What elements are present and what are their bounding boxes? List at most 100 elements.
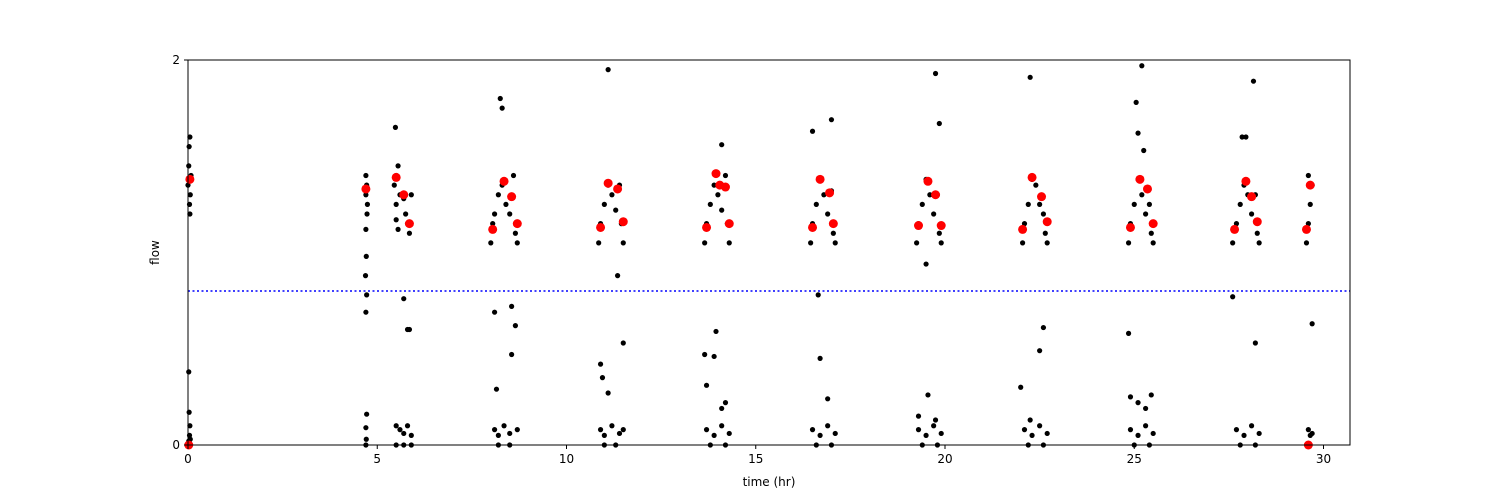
median-point-19	[808, 222, 818, 232]
raw-point-31	[395, 163, 401, 169]
raw-point-222	[1248, 423, 1255, 429]
raw-point-188	[1146, 201, 1152, 207]
x-axis-label: time (hr)	[743, 475, 796, 489]
raw-point-9	[186, 409, 192, 415]
median-point-2	[361, 184, 371, 194]
raw-point-154	[925, 392, 931, 398]
raw-point-20	[363, 226, 369, 232]
raw-point-193	[1135, 130, 1141, 136]
median-point-34	[1148, 219, 1158, 229]
raw-point-70	[491, 427, 498, 433]
raw-point-27	[363, 436, 369, 442]
y-axis-label: flow	[148, 240, 162, 265]
raw-point-53	[488, 240, 494, 246]
x-tick-label-0: 0	[184, 452, 192, 466]
median-point-5	[404, 219, 414, 229]
raw-point-198	[1143, 405, 1149, 412]
raw-point-194	[1141, 147, 1147, 154]
raw-point-187	[1143, 211, 1149, 217]
raw-point-202	[1143, 423, 1149, 429]
median-point-40	[1305, 180, 1315, 190]
raw-point-177	[1029, 432, 1035, 438]
raw-point-64	[499, 105, 505, 111]
raw-point-46	[397, 427, 403, 433]
raw-point-182	[1125, 240, 1132, 246]
raw-point-104	[719, 207, 725, 213]
raw-point-34	[392, 124, 399, 130]
raw-point-109	[702, 351, 708, 358]
raw-point-36	[403, 211, 409, 217]
raw-point-85	[620, 240, 626, 246]
y-axis-ticks: 02	[172, 53, 188, 452]
median-point-23	[914, 221, 924, 231]
raw-point-199	[1148, 392, 1154, 398]
raw-point-175	[1027, 417, 1033, 423]
raw-point-230	[1305, 172, 1311, 179]
raw-point-162	[1019, 240, 1026, 246]
raw-point-8	[186, 369, 192, 375]
y-tick-label-0: 0	[172, 438, 180, 452]
raw-point-105	[722, 172, 729, 179]
raw-point-7	[187, 211, 193, 217]
raw-point-207	[1233, 221, 1240, 227]
median-point-13	[618, 217, 628, 227]
median-point-9	[512, 219, 522, 229]
raw-point-91	[620, 340, 626, 346]
raw-point-220	[1233, 427, 1240, 433]
median-point-26	[936, 221, 946, 231]
raw-point-60	[510, 172, 517, 179]
raw-point-95	[616, 430, 623, 437]
median-point-7	[499, 176, 509, 186]
raw-point-65	[493, 386, 500, 392]
median-point-15	[711, 169, 721, 179]
raw-point-197	[1135, 400, 1141, 406]
x-axis-ticks: 0 5 10 15 20 25 30	[184, 445, 1331, 466]
raw-point-62	[514, 240, 520, 246]
raw-point-44	[395, 226, 401, 232]
raw-point-55	[491, 211, 498, 217]
raw-point-19	[364, 211, 370, 217]
raw-point-112	[713, 328, 719, 335]
raw-point-184	[1131, 201, 1137, 207]
raw-point-179	[1044, 430, 1050, 437]
raw-point-63	[497, 95, 503, 102]
raw-point-151	[936, 120, 942, 127]
raw-point-99	[702, 240, 708, 246]
raw-point-232	[1305, 427, 1311, 433]
raw-point-191	[1139, 63, 1145, 69]
raw-point-117	[719, 423, 725, 429]
raw-point-218	[1230, 294, 1236, 300]
raw-point-170	[1044, 240, 1050, 246]
raw-point-18	[363, 172, 369, 179]
raw-point-176	[1021, 427, 1028, 433]
raw-point-82	[613, 207, 619, 213]
raw-point-137	[825, 423, 831, 429]
raw-point-90	[614, 273, 621, 279]
median-point-8	[507, 192, 517, 202]
raw-point-121	[808, 240, 814, 246]
raw-point-93	[601, 432, 607, 438]
raw-point-61	[512, 230, 519, 236]
raw-point-21	[363, 253, 369, 259]
raw-point-69	[509, 351, 515, 358]
raw-point-103	[715, 192, 721, 198]
raw-point-111	[711, 353, 717, 360]
raw-point-133	[817, 355, 823, 361]
raw-point-22	[362, 273, 369, 279]
raw-point-66	[491, 309, 498, 315]
median-point-28	[1027, 172, 1037, 182]
raw-point-178	[1037, 423, 1043, 429]
raw-point-216	[1239, 134, 1245, 140]
raw-point-94	[609, 423, 615, 429]
y-tick-label-2: 2	[172, 53, 180, 67]
raw-point-114	[722, 400, 729, 406]
raw-point-15	[363, 192, 369, 198]
raw-point-149	[938, 240, 944, 246]
raw-point-136	[817, 432, 823, 438]
raw-point-1	[186, 163, 192, 169]
raw-point-131	[828, 117, 835, 123]
raw-point-130	[809, 128, 816, 134]
median-point-12	[613, 184, 623, 194]
x-tick-label-10: 10	[559, 452, 574, 466]
raw-point-156	[915, 427, 922, 433]
